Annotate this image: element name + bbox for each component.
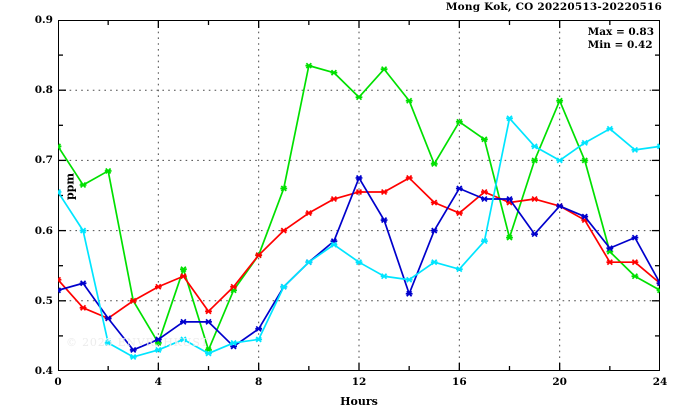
- plot-area: 0.4 0.5 0.6 0.7 0.8 0.9 0 4 8 12 16 20 24 ppm Hours…: [35, 14, 668, 408]
- x-tick-label: 4: [154, 376, 162, 388]
- y-tick-label: 0.7: [34, 154, 53, 167]
- series-4: [58, 115, 660, 361]
- x-tick-label: 24: [652, 376, 668, 388]
- y-tick-label: 0.6: [34, 224, 53, 237]
- x-tick-label: 12: [351, 376, 367, 388]
- x-tick-label: 20: [552, 376, 567, 388]
- x-tick-label: 0: [54, 376, 62, 388]
- y-tick-label: 0.8: [34, 84, 53, 97]
- x-axis-label: Hours: [340, 395, 378, 408]
- y-axis-label: ppm: [56, 20, 78, 371]
- chart-title: Mong Kok, CO 20220513-20220516: [445, 1, 662, 13]
- y-tick-label: 0.4: [34, 365, 53, 377]
- stats-annotation: Max = 0.83 Min = 0.42: [588, 26, 654, 52]
- series-1: [58, 62, 660, 353]
- watermark: © 2025 ENVR, HKUST: [66, 336, 209, 349]
- stats-max: Max = 0.83: [587, 26, 654, 38]
- chart-canvas: [58, 20, 660, 371]
- stats-min: Min = 0.42: [587, 39, 653, 51]
- y-tick-label: 0.9: [34, 14, 53, 26]
- y-tick-label: 0.5: [34, 294, 53, 307]
- x-tick-label: 16: [452, 376, 467, 388]
- x-tick-label: 8: [255, 376, 263, 388]
- y-axis-label-text: ppm: [63, 172, 77, 201]
